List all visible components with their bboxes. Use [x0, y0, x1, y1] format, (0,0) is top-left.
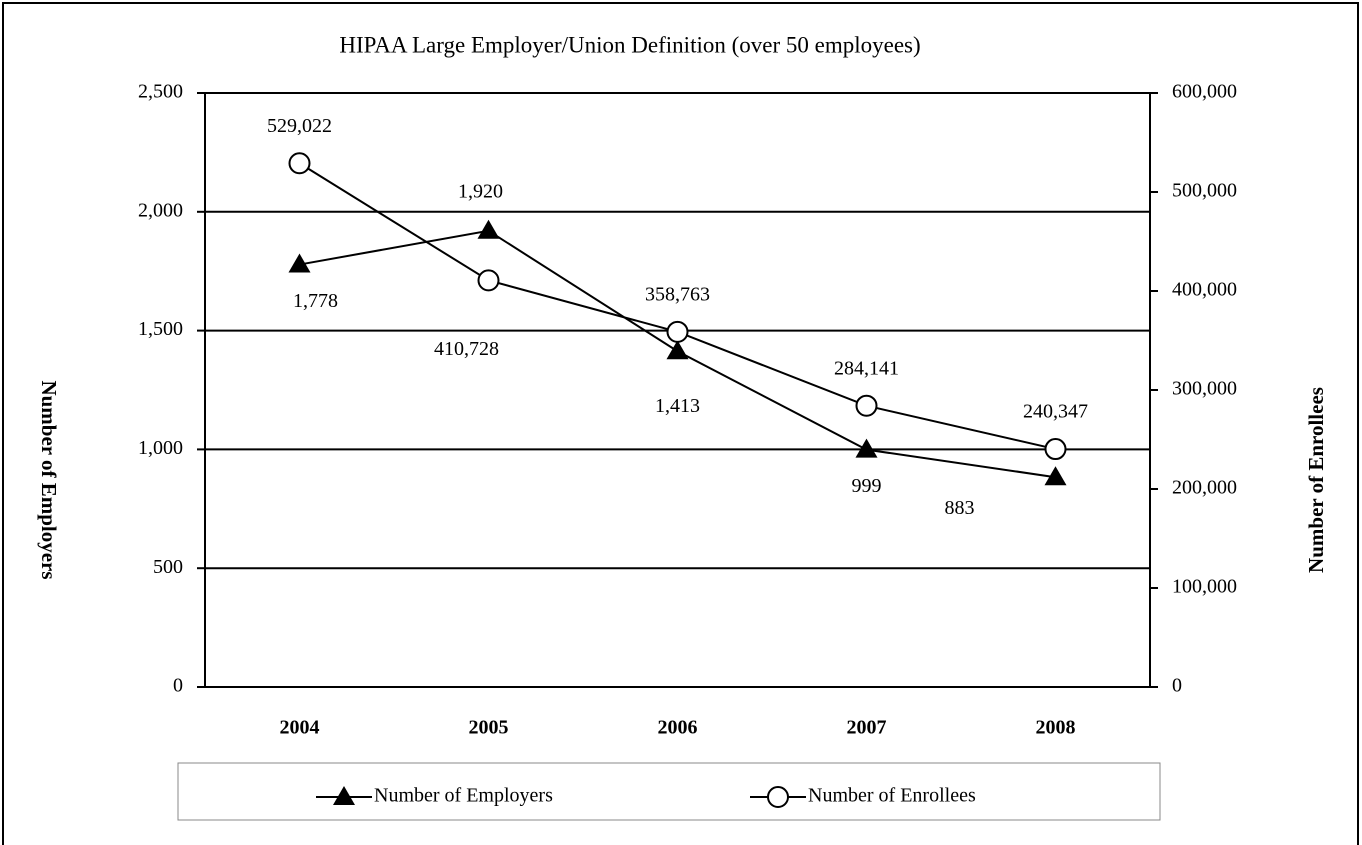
y2-tick-label: 400,000 — [1172, 279, 1237, 301]
data-label: 1,778 — [293, 290, 338, 312]
y2-tick-label: 0 — [1172, 675, 1182, 697]
data-label: 358,763 — [645, 283, 710, 305]
data-label: 529,022 — [267, 115, 332, 137]
legend-label: Number of Enrollees — [808, 785, 976, 807]
data-point — [1044, 438, 1067, 461]
data-label: 883 — [945, 497, 975, 519]
y-tick-label: 2,500 — [138, 81, 183, 103]
data-label: 240,347 — [1023, 401, 1088, 423]
y-tick-label: 0 — [173, 675, 183, 697]
data-point — [477, 269, 500, 292]
plot-frame — [204, 92, 1151, 688]
chart-title: HIPAA Large Employer/Union Definition (o… — [339, 32, 920, 57]
y-tick-label: 1,000 — [138, 437, 183, 459]
y2-axis-label: Number of Enrollees — [1304, 387, 1328, 573]
legend-label: Number of Employers — [374, 785, 553, 807]
y-tick-label: 1,500 — [138, 318, 183, 340]
x-tick-label: 2005 — [469, 717, 509, 739]
y2-tick-label: 500,000 — [1172, 180, 1237, 202]
legend-marker — [333, 786, 355, 805]
data-label: 410,728 — [434, 338, 499, 360]
data-point — [666, 320, 689, 343]
data-point — [477, 219, 500, 239]
y-tick-label: 500 — [153, 556, 183, 578]
x-tick-label: 2008 — [1036, 717, 1076, 739]
y-axis-label: Number of Employers — [37, 380, 61, 579]
y-tick-label: 2,000 — [138, 199, 183, 221]
data-label: 999 — [852, 475, 882, 497]
y2-tick-label: 100,000 — [1172, 576, 1237, 598]
x-tick-label: 2007 — [847, 717, 887, 739]
data-point — [855, 394, 878, 417]
y2-tick-label: 300,000 — [1172, 378, 1237, 400]
data-point — [1044, 466, 1067, 486]
legend-box — [177, 762, 1161, 821]
legend-marker — [767, 786, 789, 808]
data-point — [288, 253, 311, 273]
data-point — [855, 438, 878, 458]
x-tick-label: 2004 — [280, 717, 320, 739]
data-label: 284,141 — [834, 357, 899, 379]
data-label: 1,920 — [458, 180, 503, 202]
y2-tick-label: 600,000 — [1172, 81, 1237, 103]
x-tick-label: 2006 — [658, 717, 698, 739]
data-label: 1,413 — [655, 395, 700, 417]
y2-tick-label: 200,000 — [1172, 477, 1237, 499]
data-point — [666, 340, 689, 360]
data-point — [288, 152, 311, 175]
